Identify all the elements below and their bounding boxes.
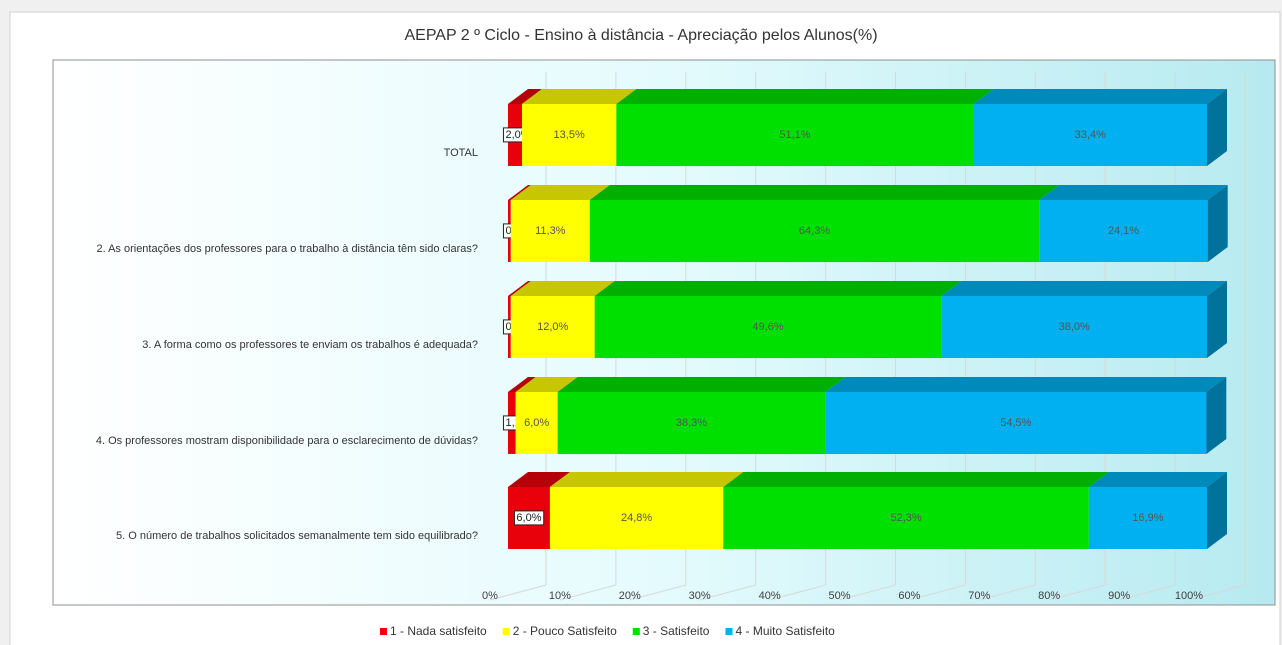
bar (549, 487, 724, 549)
bar-top (515, 377, 578, 392)
bar-top (549, 472, 744, 487)
value-label: 16,9% (1132, 512, 1163, 524)
bar-top (1039, 185, 1228, 200)
x-tick-label: 10% (549, 590, 571, 602)
bar (510, 200, 590, 262)
value-label: 33,4% (1075, 129, 1106, 141)
legend-label: 3 - Satisfeito (643, 624, 710, 638)
y-tick-label: 5. O número de trabalhos solicitados sem… (116, 530, 478, 542)
y-tick-label: 3. A forma como os professores te enviam… (142, 339, 478, 351)
value-label: 38,0% (1059, 321, 1090, 333)
grid-line (1049, 584, 1106, 601)
value-label: 24,1% (1108, 225, 1139, 237)
bar (557, 392, 826, 454)
x-tick-label: 0% (482, 590, 498, 602)
bar-top (825, 377, 1227, 392)
x-tick-label: 70% (968, 590, 990, 602)
grid-line (979, 584, 1036, 601)
grid-line (559, 584, 617, 601)
bar (616, 104, 974, 166)
legend-swatch (632, 628, 640, 635)
bar-top (557, 377, 846, 392)
legend-swatch (502, 628, 510, 635)
bar (1088, 487, 1207, 549)
value-label: 6,0% (524, 417, 549, 429)
value-label: 64,3% (799, 225, 830, 237)
value-label: 49,6% (752, 321, 783, 333)
bar (521, 104, 617, 166)
bar-top (510, 281, 615, 296)
bar (723, 487, 1089, 549)
bar (515, 392, 558, 454)
y-tick-label: 2. As orientações dos professores para o… (96, 243, 478, 255)
value-label-box (513, 510, 545, 526)
bar-top (1088, 472, 1227, 487)
value-label: 13,5% (554, 129, 585, 141)
bar-top (508, 472, 570, 487)
chart-title: AEPAP 2 º Ciclo - Ensino à distância - A… (404, 27, 877, 44)
value-label: 6,0% (516, 512, 541, 524)
value-label: 51,1% (779, 129, 810, 141)
bar-side (1207, 89, 1227, 166)
grid-line (769, 584, 826, 601)
bar (941, 296, 1207, 358)
x-tick-label: 80% (1038, 590, 1060, 602)
x-tick-label: 50% (828, 590, 850, 602)
bar (1039, 200, 1208, 262)
bar-side (1206, 377, 1227, 454)
x-tick-label: 40% (759, 590, 781, 602)
bar-top (521, 89, 637, 104)
legend-swatch (380, 628, 387, 635)
bar-top (594, 281, 962, 296)
bar-top (510, 185, 610, 200)
bar-top (941, 281, 1227, 296)
grid-line (699, 584, 756, 601)
x-tick-label: 30% (689, 590, 711, 602)
x-tick-label: 60% (898, 590, 920, 602)
x-tick-label: 100% (1175, 590, 1203, 602)
grid-line (1188, 584, 1246, 601)
bar-side (1207, 185, 1228, 262)
bar-top (589, 185, 1060, 200)
bar (510, 296, 595, 358)
bar-top (508, 185, 531, 200)
value-label: 12,0% (537, 321, 568, 333)
value-label: 24,8% (621, 512, 652, 524)
bar (594, 296, 942, 358)
y-tick-label: 4. Os professores mostram disponibilidad… (96, 435, 478, 447)
y-tick-label: TOTAL (444, 147, 478, 159)
value-label: 38,3% (676, 417, 707, 429)
value-label: 52,3% (890, 512, 921, 524)
legend-swatch (725, 628, 733, 635)
bar-side (1207, 472, 1227, 549)
legend-label: 2 - Pouco Satisfeito (513, 624, 617, 638)
bar-top (723, 472, 1109, 487)
x-tick-label: 20% (619, 590, 641, 602)
grid-line (629, 584, 686, 601)
grid-line (909, 584, 966, 601)
bar-top (616, 89, 994, 104)
grid-line (839, 584, 896, 601)
bar-top (508, 89, 542, 104)
grid-line (1118, 584, 1176, 601)
value-label: 11,3% (535, 225, 566, 237)
bar (825, 392, 1207, 454)
bar-top (973, 89, 1227, 104)
bar-side (1207, 281, 1227, 358)
bar-top (508, 377, 536, 392)
bar-top (508, 281, 531, 296)
bar (589, 200, 1040, 262)
grid-line (489, 584, 547, 601)
legend-label: 1 - Nada satisfeito (390, 624, 487, 638)
x-tick-label: 90% (1108, 590, 1130, 602)
legend-label: 4 - Muito Satisfeito (735, 624, 835, 638)
value-label: 54,5% (1000, 417, 1031, 429)
bar (973, 104, 1207, 166)
